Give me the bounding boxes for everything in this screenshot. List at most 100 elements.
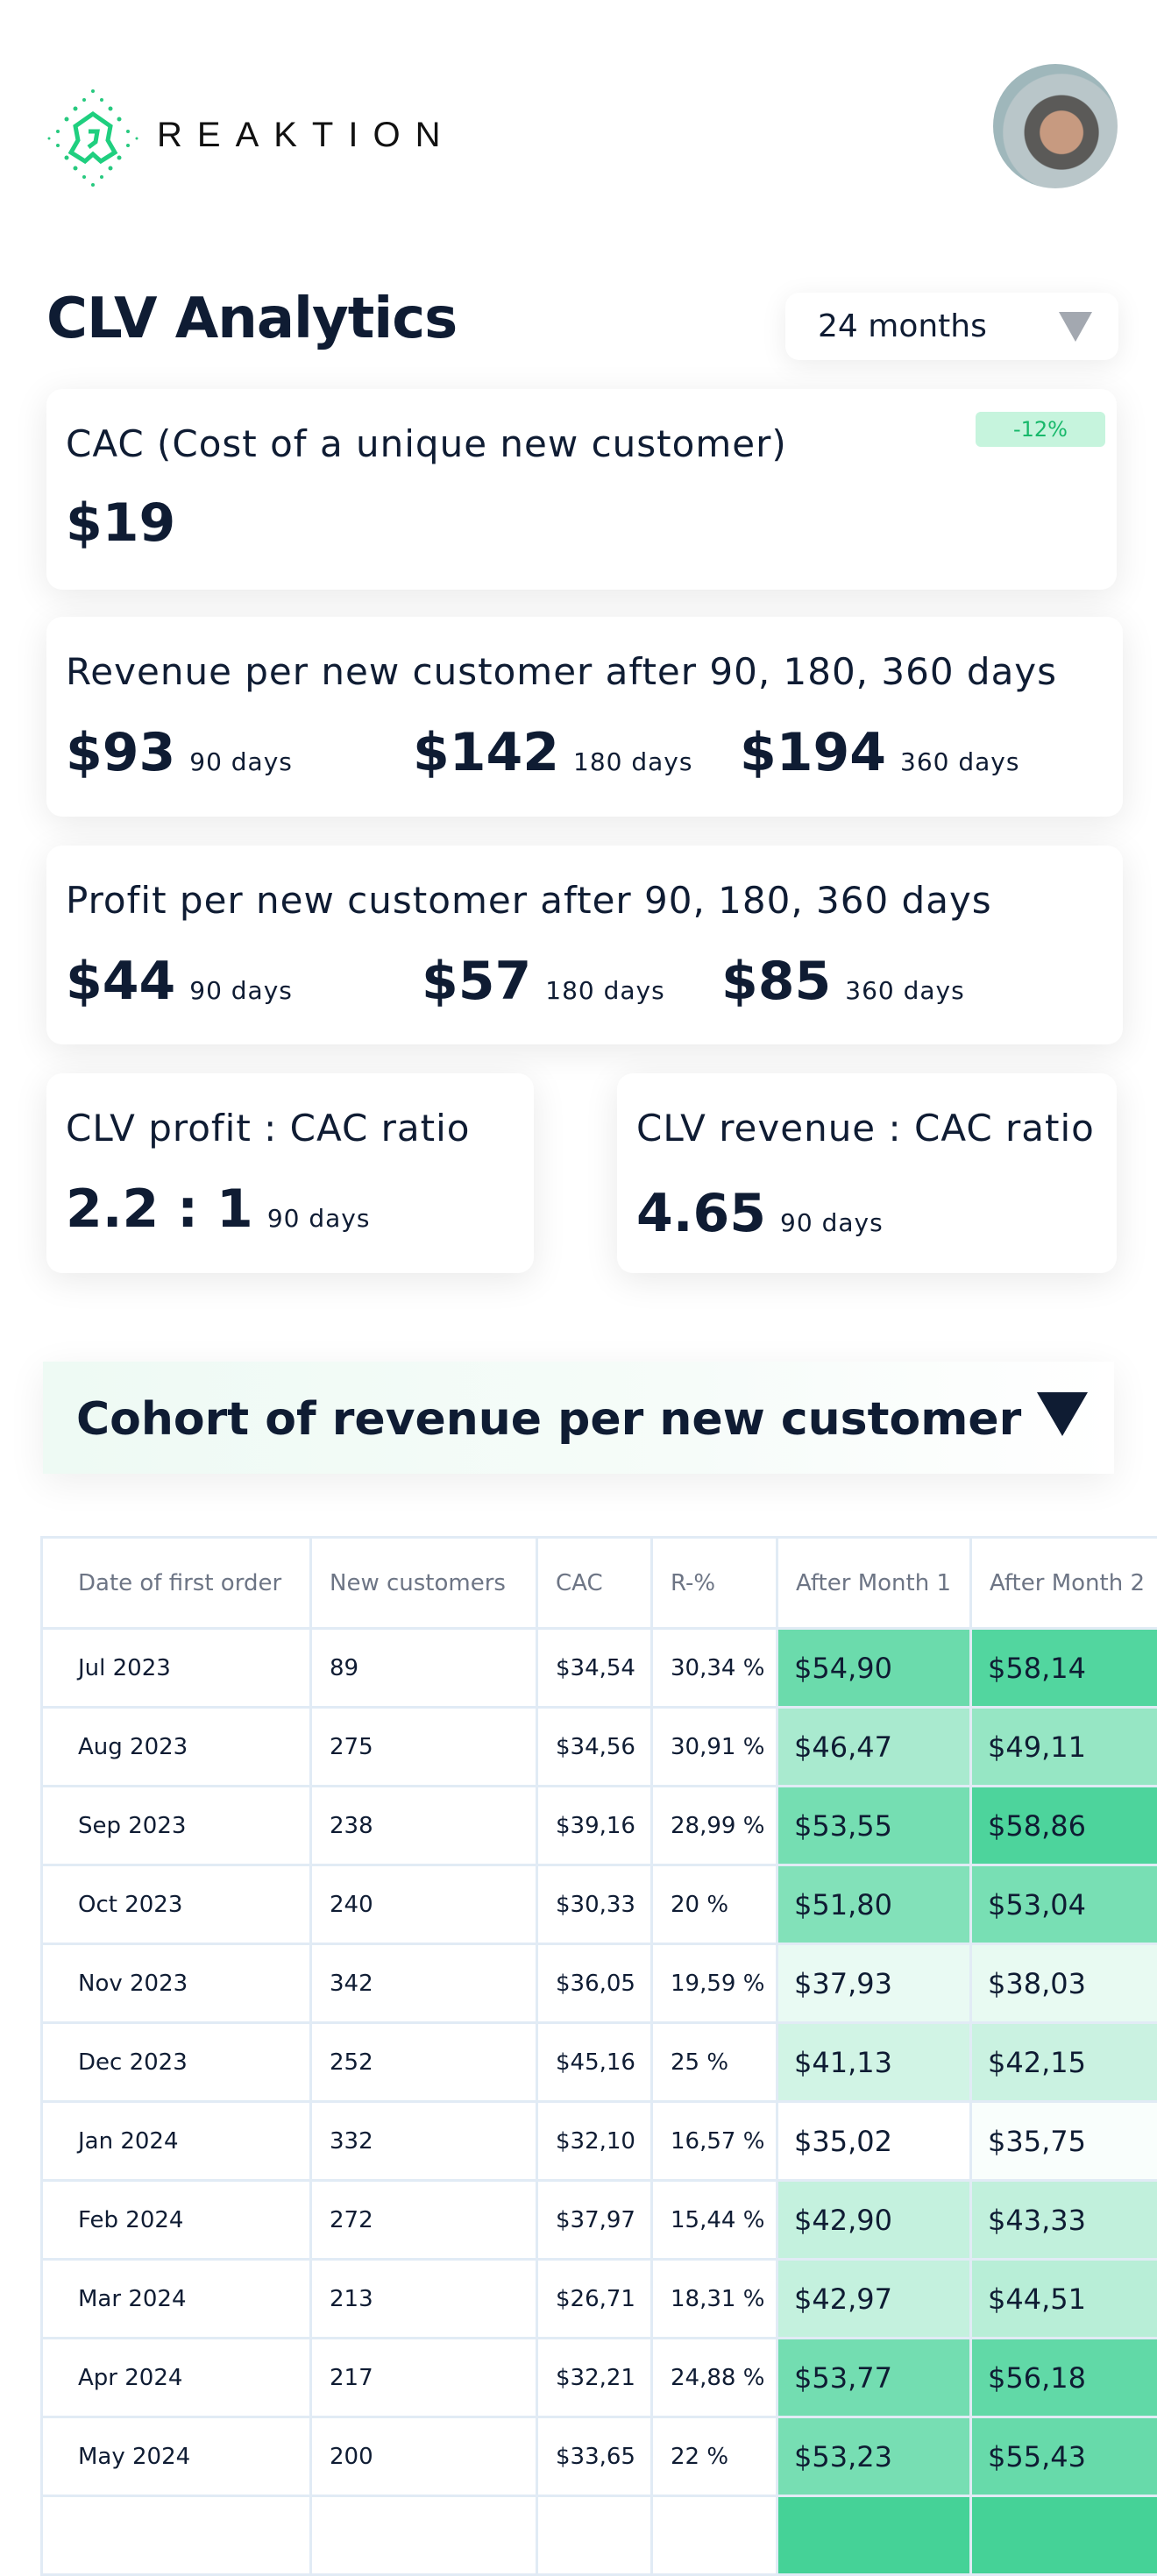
- table-cell: [971, 2496, 1157, 2575]
- column-header[interactable]: After Month 1: [777, 1538, 971, 1629]
- table-cell: $45,16: [537, 2023, 652, 2102]
- table-cell: $53,04: [971, 1865, 1157, 1944]
- revenue-label: Revenue per new customer after 90, 180, …: [66, 650, 1057, 693]
- caret-down-icon[interactable]: [1037, 1392, 1088, 1436]
- table-cell: $32,21: [537, 2339, 652, 2417]
- column-header[interactable]: R-%: [652, 1538, 777, 1629]
- table-cell: $54,90: [777, 1629, 971, 1708]
- table-cell: Sep 2023: [42, 1787, 311, 1865]
- table-cell: Oct 2023: [42, 1865, 311, 1944]
- table-cell: [777, 2496, 971, 2575]
- table-cell: May 2024: [42, 2417, 311, 2496]
- table-cell: 252: [311, 2023, 537, 2102]
- table-cell: Apr 2024: [42, 2339, 311, 2417]
- table-cell: $38,03: [971, 1944, 1157, 2023]
- table-cell: Aug 2023: [42, 1708, 311, 1787]
- profit-card: Profit per new customer after 90, 180, 3…: [46, 846, 1123, 1044]
- table-cell: $41,13: [777, 2023, 971, 2102]
- revenue-360-value: $194: [740, 722, 886, 783]
- table-cell: $43,33: [971, 2181, 1157, 2260]
- table-cell: 15,44 %: [652, 2181, 777, 2260]
- table-cell: $55,43: [971, 2417, 1157, 2496]
- table-cell: $36,05: [537, 1944, 652, 2023]
- cohort-title: Cohort of revenue per new customer: [76, 1393, 1021, 1446]
- profit-ratio-value: 2.2 : 1: [66, 1178, 253, 1240]
- table-cell: 238: [311, 1787, 537, 1865]
- table-cell: Feb 2024: [42, 2181, 311, 2260]
- table-cell: 18,31 %: [652, 2260, 777, 2339]
- table-cell: $49,11: [971, 1708, 1157, 1787]
- profit-label: Profit per new customer after 90, 180, 3…: [66, 879, 992, 922]
- table-cell: Jan 2024: [42, 2102, 311, 2181]
- revenue-card: Revenue per new customer after 90, 180, …: [46, 617, 1123, 817]
- table-cell: 213: [311, 2260, 537, 2339]
- table-cell: 30,91 %: [652, 1708, 777, 1787]
- table-cell: [311, 2496, 537, 2575]
- table-cell: $39,16: [537, 1787, 652, 1865]
- revenue-180-unit: 180 days: [573, 747, 692, 776]
- page-title: CLV Analytics: [46, 287, 457, 351]
- table-cell: 342: [311, 1944, 537, 2023]
- cac-value: $19: [66, 492, 175, 554]
- cac-label: CAC (Cost of a unique new customer): [66, 422, 787, 465]
- cac-card: CAC (Cost of a unique new customer) $19 …: [46, 389, 1117, 590]
- table-cell: 332: [311, 2102, 537, 2181]
- table-cell: 24,88 %: [652, 2339, 777, 2417]
- cohort-section-toggle[interactable]: Cohort of revenue per new customer: [43, 1362, 1114, 1474]
- table-row: [42, 2496, 1157, 2575]
- table-cell: 240: [311, 1865, 537, 1944]
- table-cell: $42,90: [777, 2181, 971, 2260]
- table-cell: 89: [311, 1629, 537, 1708]
- table-cell: 275: [311, 1708, 537, 1787]
- table-cell: $34,56: [537, 1708, 652, 1787]
- table-cell: Nov 2023: [42, 1944, 311, 2023]
- table-cell: $35,02: [777, 2102, 971, 2181]
- table-cell: 217: [311, 2339, 537, 2417]
- period-value: 24 months: [818, 308, 987, 344]
- table-cell: 25 %: [652, 2023, 777, 2102]
- table-cell: $37,93: [777, 1944, 971, 2023]
- table-cell: 22 %: [652, 2417, 777, 2496]
- table-cell: 272: [311, 2181, 537, 2260]
- table-cell: 16,57 %: [652, 2102, 777, 2181]
- profit-180-unit: 180 days: [545, 976, 664, 1005]
- table-cell: $46,47: [777, 1708, 971, 1787]
- profit-360-value: $85: [721, 951, 831, 1012]
- profit-360-unit: 360 days: [845, 976, 964, 1005]
- column-header[interactable]: CAC: [537, 1538, 652, 1629]
- table-cell: $37,97: [537, 2181, 652, 2260]
- avatar[interactable]: [993, 64, 1118, 188]
- revenue-90-value: $93: [66, 722, 175, 783]
- table-cell: [652, 2496, 777, 2575]
- revenue-ratio-label: CLV revenue : CAC ratio: [636, 1107, 1095, 1150]
- column-header[interactable]: New customers: [311, 1538, 537, 1629]
- column-header[interactable]: Date of first order: [42, 1538, 311, 1629]
- profit-180-value: $57: [422, 951, 531, 1012]
- table-cell: $56,18: [971, 2339, 1157, 2417]
- revenue-180-value: $142: [413, 722, 559, 783]
- column-header[interactable]: After Month 2: [971, 1538, 1157, 1629]
- profit-ratio-unit: 90 days: [267, 1204, 371, 1233]
- table-cell: $34,54: [537, 1629, 652, 1708]
- period-dropdown[interactable]: 24 months: [785, 293, 1118, 360]
- change-badge: -12%: [976, 412, 1105, 447]
- brand-name: REAKTION: [157, 116, 455, 155]
- profit-90-value: $44: [66, 951, 175, 1012]
- table-cell: $53,55: [777, 1787, 971, 1865]
- table-cell: 28,99 %: [652, 1787, 777, 1865]
- table-cell: $53,23: [777, 2417, 971, 2496]
- table-cell: $58,14: [971, 1629, 1157, 1708]
- table-cell: [42, 2496, 311, 2575]
- table-cell: 19,59 %: [652, 1944, 777, 2023]
- chevron-down-icon: [1059, 312, 1092, 342]
- reaktion-logo[interactable]: [45, 88, 141, 188]
